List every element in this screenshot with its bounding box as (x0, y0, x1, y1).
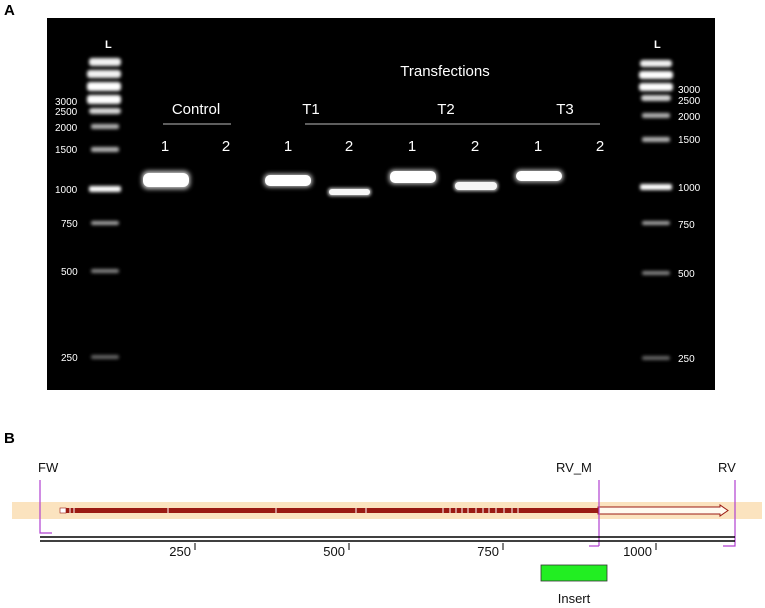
ladder-left-label: L (105, 39, 112, 51)
group-label-t1: T1 (302, 101, 320, 118)
insert-label: Insert (558, 591, 591, 606)
lane-label-t2-1: 1 (408, 138, 416, 155)
scale-ticks (195, 543, 656, 550)
ladder-right-size-2000: 2000 (678, 112, 701, 123)
band-t3-1 (515, 170, 563, 182)
ladder-right-size-labels: 3000 2500 2000 1500 1000 750 500 250 (678, 85, 701, 365)
primer-label-rv: RV (718, 460, 736, 475)
band-t2-1 (389, 170, 437, 184)
primer-label-fw: FW (38, 460, 59, 475)
ladder-right-size-250: 250 (678, 354, 695, 365)
lane-label-control-1: 1 (161, 138, 169, 155)
gel-image: L 3000 2500 2000 1500 1000 750 500 250 L (47, 18, 715, 390)
scale-label-500: 500 (323, 544, 345, 559)
primer-label-rv-m: RV_M (556, 460, 592, 475)
ladder-size-1000: 1000 (55, 185, 78, 196)
ladder-right-bands (639, 60, 673, 360)
panel-a-letter: A (4, 2, 15, 19)
feature-bar (60, 508, 598, 513)
feature-bar-start (60, 508, 66, 513)
ladder-right-size-1000: 1000 (678, 183, 701, 194)
ladder-size-500: 500 (61, 267, 78, 278)
lane-label-t1-2: 2 (345, 138, 353, 155)
group-label-transfections: Transfections (400, 63, 489, 80)
scale-label-750: 750 (477, 544, 499, 559)
ladder-left-size-labels: 3000 2500 2000 1500 1000 750 500 250 (55, 97, 78, 364)
ladder-right-label: L (654, 39, 661, 51)
group-label-control: Control (172, 101, 220, 118)
scale-label-1000: 1000 (623, 544, 652, 559)
band-t1-1 (264, 174, 312, 187)
lane-label-t1-1: 1 (284, 138, 292, 155)
ladder-size-250: 250 (61, 353, 78, 364)
band-t2-2 (454, 181, 498, 191)
band-t1-2 (328, 188, 371, 196)
feature-arrow (598, 505, 728, 516)
ladder-right-size-500: 500 (678, 269, 695, 280)
group-label-t2: T2 (437, 101, 455, 118)
ladder-right-size-750: 750 (678, 220, 695, 231)
band-control-1 (142, 171, 190, 189)
plasmid-map: FW RV_M RV (0, 440, 765, 608)
ladder-size-1500: 1500 (55, 145, 78, 156)
sample-bands (142, 170, 563, 196)
lane-label-control-2: 2 (222, 138, 230, 155)
scale-label-250: 250 (169, 544, 191, 559)
ladder-right-size-3000: 3000 (678, 85, 701, 96)
lane-label-t3-1: 1 (534, 138, 542, 155)
lane-label-t2-2: 2 (471, 138, 479, 155)
insert-box (541, 565, 607, 581)
ladder-left-bands (87, 58, 121, 359)
lane-label-t3-2: 2 (596, 138, 604, 155)
ladder-right-size-2500: 2500 (678, 96, 701, 107)
ladder-right-size-1500: 1500 (678, 135, 701, 146)
group-label-t3: T3 (556, 101, 574, 118)
ladder-size-2000: 2000 (55, 123, 78, 134)
ladder-size-750: 750 (61, 219, 78, 230)
ladder-size-2500: 2500 (55, 107, 78, 118)
